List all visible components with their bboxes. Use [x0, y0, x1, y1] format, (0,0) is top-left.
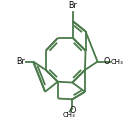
Text: Br: Br: [68, 1, 77, 10]
Text: Br: Br: [16, 57, 25, 66]
Text: CH₃: CH₃: [63, 112, 76, 118]
Text: CH₃: CH₃: [110, 59, 123, 65]
Text: O: O: [103, 57, 109, 66]
Text: O: O: [69, 106, 75, 115]
